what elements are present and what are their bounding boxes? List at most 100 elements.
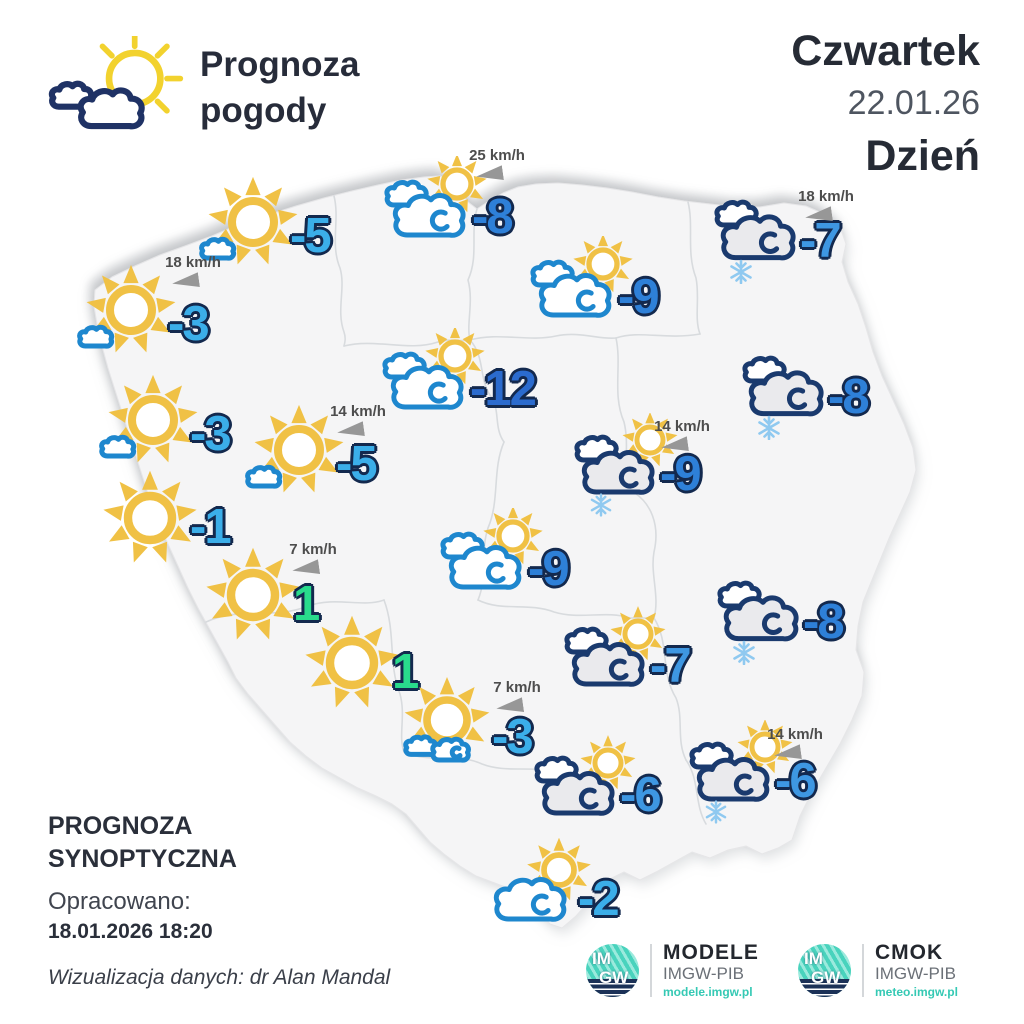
- wind-speed-marker: 7 km/h: [289, 541, 337, 576]
- wind-direction-arrow-left: [805, 206, 834, 225]
- navy-clouds-sun-snow-icon: [689, 720, 793, 824]
- forecast-type-line: SYNOPTYCZNA: [48, 845, 237, 873]
- weather-station: -3: [85, 373, 232, 477]
- wind-speed-label: 7 km/h: [289, 541, 337, 558]
- sun-icon-part: [208, 176, 298, 265]
- temperature-label: -9: [660, 447, 702, 501]
- wind-speed-marker: 14 km/h: [654, 418, 710, 453]
- credit-line: Wizualizacja danych: dr Alan Mandal: [48, 966, 391, 989]
- navy-clouds-snow-icon: [717, 580, 799, 665]
- imgw-logo-cmok: IM GW CMOK IMGW-PIB meteo.imgw.pl: [798, 941, 958, 999]
- temperature-label: -3: [168, 297, 210, 351]
- sun-icon-part: [305, 615, 399, 708]
- temperature-label: -6: [620, 768, 662, 822]
- wind-speed-label: 14 km/h: [654, 418, 710, 435]
- wind-speed-marker: 14 km/h: [767, 726, 823, 761]
- forecast-date: 22.01.26: [847, 84, 980, 123]
- logo-url: meteo.imgw.pl: [875, 984, 958, 999]
- weather-station: -9: [423, 508, 570, 612]
- snowflake-icon-part: [758, 415, 780, 440]
- forecast-type-title: PROGNOZA SYNOPTYCZNA: [48, 810, 237, 876]
- clouds-sun-icon: [384, 156, 487, 238]
- cloud-icon-part: [748, 370, 824, 417]
- sun-icon: [305, 615, 399, 708]
- cloud-icon-part: [390, 365, 464, 410]
- cloud-icon-part: [199, 236, 237, 261]
- cloud-sun-icon: [493, 838, 591, 922]
- cloud-icon-part: [430, 736, 471, 763]
- sun-small-cloud-icon: [99, 374, 198, 463]
- snowflake-icon-part: [733, 640, 755, 665]
- temperature-label: -9: [618, 270, 660, 324]
- logo-divider: [862, 943, 864, 997]
- brand-weather-icon: [48, 36, 184, 130]
- cloud-icon-part: [493, 877, 567, 922]
- cloud-icon-part: [541, 771, 615, 816]
- logo-name: CMOK: [875, 941, 944, 964]
- clouds-sun-icon: [382, 328, 485, 410]
- weather-station: -8: [698, 561, 845, 665]
- page-title-line: Prognoza: [200, 45, 360, 84]
- weather-station: 1: [287, 611, 419, 715]
- wind-speed-marker: 18 km/h: [165, 254, 221, 289]
- wind-direction-arrow-left: [496, 697, 525, 716]
- cloud-icon-part: [77, 87, 145, 130]
- sun-small-cloud-icon: [77, 264, 176, 353]
- navy-clouds-snow-icon: [714, 199, 796, 284]
- weather-station: -9: [555, 413, 702, 517]
- weather-station: -8: [367, 156, 514, 260]
- navy-clouds-sun-icon: [564, 606, 666, 687]
- wind-direction-arrow-left: [172, 272, 201, 291]
- cloud-icon-part: [696, 757, 770, 802]
- sun-small-cloud-icon: [199, 176, 298, 265]
- temperature-label: -6: [775, 754, 817, 808]
- cloud-icon-part: [538, 273, 612, 318]
- imgw-logo-band: [798, 978, 851, 997]
- wind-direction-arrow-left: [292, 559, 321, 578]
- wind-speed-label: 25 km/h: [469, 147, 525, 164]
- temperature-label: -1: [190, 500, 232, 554]
- navy-clouds-sun-icon: [534, 735, 636, 816]
- page-title: Prognoza pogody: [200, 42, 359, 134]
- forecast-header: Czwartek 22.01.26 Dzień: [791, 27, 980, 180]
- sun-two-clouds-icon: [403, 677, 490, 763]
- logo-url: modele.imgw.pl: [663, 984, 753, 999]
- temperature-label: -7: [800, 214, 842, 268]
- prepared-datetime: 18.01.2026 18:20: [48, 920, 213, 943]
- clouds-sun-icon: [440, 508, 543, 590]
- temperature-label: 1: [293, 577, 320, 631]
- imgw-logo-band: [586, 978, 639, 997]
- weather-station: -2: [473, 838, 620, 942]
- imgw-logo-mark: IM GW: [798, 943, 851, 997]
- sun-icon-part: [580, 735, 636, 790]
- sun-icon-part: [427, 156, 487, 213]
- wind-speed-label: 7 km/h: [493, 679, 541, 696]
- forecast-type-line: PROGNOZA: [48, 812, 193, 840]
- temperature-label: -5: [336, 437, 378, 491]
- temperature-label: -8: [472, 190, 514, 244]
- imgw-initials-bottom: GW: [811, 967, 841, 987]
- wind-speed-label: 18 km/h: [798, 188, 854, 205]
- weather-station: -7: [545, 605, 692, 709]
- temperature-label: -8: [828, 370, 870, 424]
- day-name: Czwartek: [791, 27, 980, 75]
- cloud-icon-part: [571, 642, 645, 687]
- sun-icon-part: [103, 470, 197, 563]
- sun-icon-part: [254, 404, 344, 493]
- weather-station: 1: [188, 543, 320, 647]
- weather-station: -12: [365, 328, 537, 432]
- weather-station: -6: [670, 720, 817, 824]
- sun-icon: [206, 547, 300, 640]
- weather-station: -5: [185, 175, 332, 279]
- temperature-label: -12: [470, 362, 537, 416]
- temperature-label: -5: [290, 209, 332, 263]
- weather-station: -8: [723, 336, 870, 440]
- sun-small-cloud-icon: [245, 404, 344, 493]
- wind-speed-marker: 18 km/h: [798, 188, 854, 223]
- page-title-line: pogody: [200, 91, 327, 130]
- day-part: Dzień: [865, 131, 980, 180]
- temperature-label: -3: [190, 407, 232, 461]
- logo-name: MODELE: [663, 941, 759, 964]
- cloud-icon-part: [720, 214, 796, 261]
